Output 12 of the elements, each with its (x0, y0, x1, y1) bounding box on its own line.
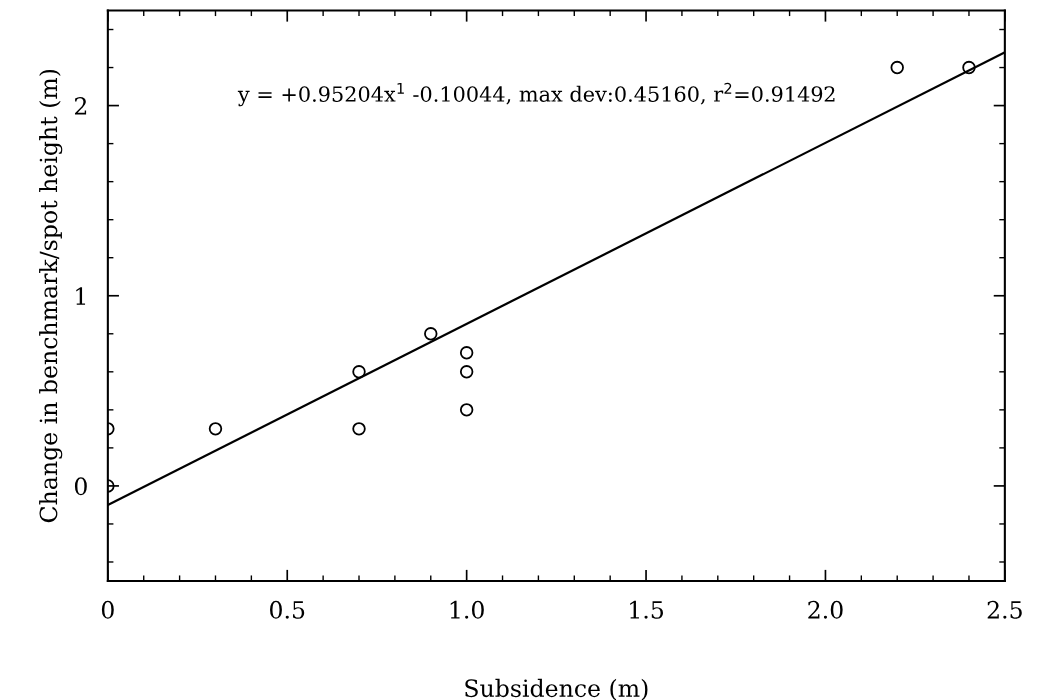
x-tick-label: 2.0 (808, 600, 843, 619)
y-tick-label: 1 (76, 287, 86, 305)
x-tick-label: 0 (101, 600, 114, 619)
x-tick-label: 0.5 (270, 600, 305, 619)
y-tick-label: 0 (74, 477, 87, 496)
x-tick-label: 1.0 (450, 600, 484, 619)
annotation: y = +0.95204x$^{1}$ -0.10044, max dev:0.45160, r$^{2}$=0.91492 (237, 82, 835, 107)
x-axis-title: Subsidence (m) (465, 678, 648, 700)
y-tick-label: 2 (74, 97, 87, 115)
y-axis-title: Change in benchmark/spot height (m) (39, 69, 63, 523)
x-tick-label: 2.5 (987, 600, 1022, 619)
x-tick-label: 1.5 (630, 600, 663, 619)
